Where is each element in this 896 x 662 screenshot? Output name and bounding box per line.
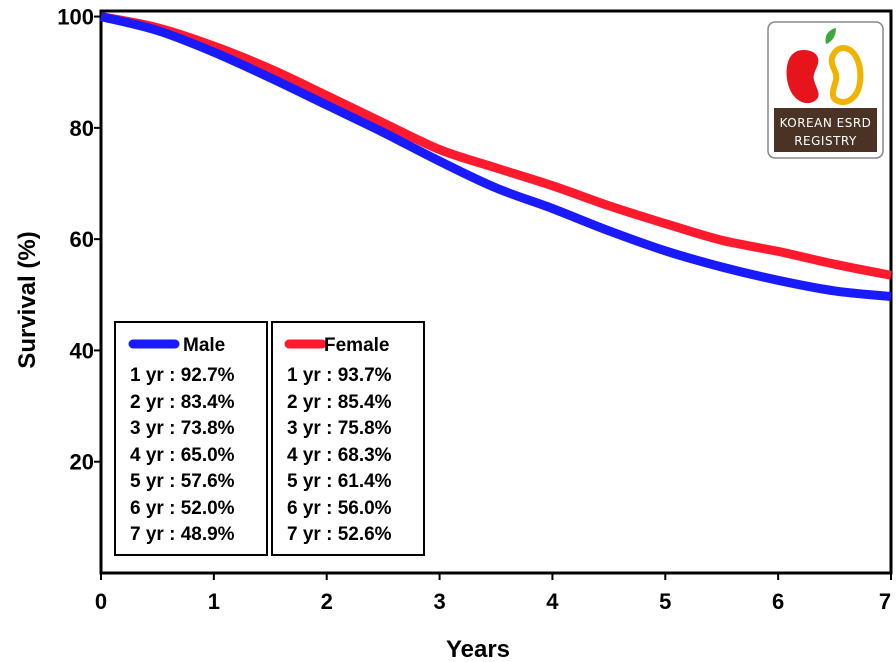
y-tick-label: 80 — [70, 116, 94, 141]
legend-box-male — [114, 321, 268, 556]
series-line-male — [99, 12, 892, 301]
legend-line: 3 yr : 75.8% — [287, 418, 392, 439]
korean-esrd-registry-logo: KOREAN ESRD REGISTRY — [767, 21, 884, 159]
x-tick-label: 1 — [208, 589, 220, 614]
x-tick-label: 6 — [772, 589, 784, 614]
logo-text-line1: KOREAN ESRD — [780, 116, 872, 130]
legend-male: Male 1 yr : 92.7% 2 yr : 83.4% 3 yr : 73… — [114, 321, 268, 556]
legend-line: 1 yr : 93.7% — [287, 365, 392, 386]
series-line-female — [100, 12, 892, 280]
legend-line: 6 yr : 52.0% — [130, 498, 235, 519]
legend-label-male: Male — [183, 335, 225, 356]
yellow-kidney-icon — [828, 44, 864, 105]
logo-banner — [774, 108, 877, 152]
legend-label-female: Female — [324, 335, 389, 356]
leaf-icon — [825, 28, 836, 44]
x-tick-label: 4 — [546, 589, 559, 614]
y-axis: 20 40 60 80 100 — [57, 5, 101, 475]
legend-line: 7 yr : 48.9% — [130, 524, 235, 545]
y-tick-label: 60 — [70, 227, 94, 252]
legend-line: 2 yr : 85.4% — [287, 392, 392, 413]
x-tick-label: 5 — [659, 589, 671, 614]
y-tick-label: 40 — [70, 338, 94, 363]
y-tick-label: 20 — [70, 450, 94, 475]
red-kidney-icon — [786, 50, 819, 104]
x-tick-label: 3 — [433, 589, 445, 614]
legend-female: Female 1 yr : 93.7% 2 yr : 85.4% 3 yr : … — [271, 321, 425, 556]
x-axis: 0 1 2 3 4 5 6 7 — [95, 573, 892, 614]
legend-line: 5 yr : 61.4% — [287, 471, 392, 492]
legend-line: 7 yr : 52.6% — [287, 524, 392, 545]
legend-line: 1 yr : 92.7% — [130, 365, 235, 386]
x-tick-label: 2 — [321, 589, 333, 614]
legend-line: 6 yr : 56.0% — [287, 498, 392, 519]
legend-box-female — [271, 321, 425, 556]
x-tick-label: 7 — [879, 589, 891, 614]
legend-line: 5 yr : 57.6% — [130, 471, 235, 492]
x-axis-title: Years — [446, 636, 510, 662]
legend-line: 3 yr : 73.8% — [130, 418, 235, 439]
legend-line: 4 yr : 65.0% — [130, 445, 235, 466]
legend-line: 4 yr : 68.3% — [287, 445, 392, 466]
y-tick-label: 100 — [57, 5, 94, 30]
x-tick-label: 0 — [95, 589, 107, 614]
series-layer — [99, 12, 892, 301]
logo-text-line2: REGISTRY — [794, 134, 857, 148]
y-axis-title: Survival (%) — [14, 231, 41, 368]
legend-line: 2 yr : 83.4% — [130, 392, 235, 413]
